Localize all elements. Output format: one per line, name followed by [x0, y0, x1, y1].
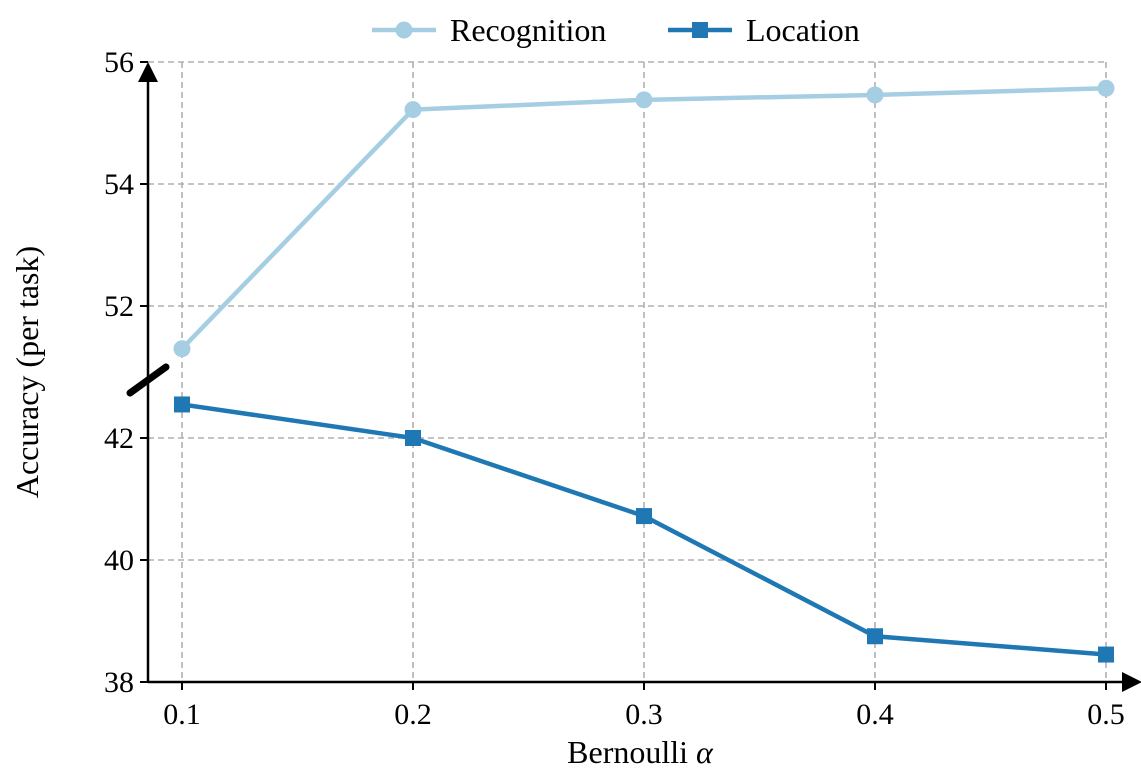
x-axis-title-symbol: α	[696, 734, 714, 770]
x-tick-label: 0.3	[625, 698, 663, 731]
x-axis-arrow	[1122, 672, 1141, 692]
data-point-location	[867, 628, 883, 645]
y-tick-label: 40	[104, 544, 134, 577]
y-axis-arrow	[138, 62, 158, 82]
x-tick-label: 0.1	[163, 698, 201, 731]
y-tick-label: 52	[104, 290, 134, 323]
data-point-location	[1098, 646, 1114, 663]
y-tick-label: 42	[104, 422, 134, 455]
legend-marker-location	[692, 22, 708, 38]
y-tick-label: 38	[104, 666, 134, 699]
grid	[148, 61, 1108, 683]
axes	[126, 62, 1141, 692]
data-point-recognition	[635, 91, 653, 109]
y-tick-label: 54	[104, 168, 134, 201]
series-group	[173, 79, 1115, 663]
data-point-recognition	[173, 340, 191, 358]
x-tick-label: 0.4	[856, 698, 894, 731]
y-axis-title: Accuracy (per task)	[9, 246, 45, 498]
data-point-recognition	[1097, 79, 1115, 97]
data-point-location	[174, 396, 190, 413]
data-point-location	[636, 508, 652, 525]
tick-labels: 38 40 42 52 54 56 0.1 0.2 0.3 0.4 0.5	[104, 46, 1125, 731]
x-axis-title-text: Bernoulli	[567, 734, 688, 770]
legend: Recognition Location	[372, 12, 860, 48]
data-point-recognition	[404, 101, 422, 119]
x-tick-label: 0.2	[394, 698, 432, 731]
data-point-location	[405, 430, 421, 446]
legend-label-location: Location	[746, 12, 860, 48]
y-tick-label: 56	[104, 46, 134, 79]
data-point-recognition	[866, 86, 884, 104]
axis-break-marker	[126, 363, 170, 397]
x-axis-title: Bernoulli α	[567, 734, 714, 770]
legend-marker-recognition	[395, 21, 413, 39]
legend-label-recognition: Recognition	[450, 12, 606, 48]
x-tick-label: 0.5	[1087, 698, 1125, 731]
